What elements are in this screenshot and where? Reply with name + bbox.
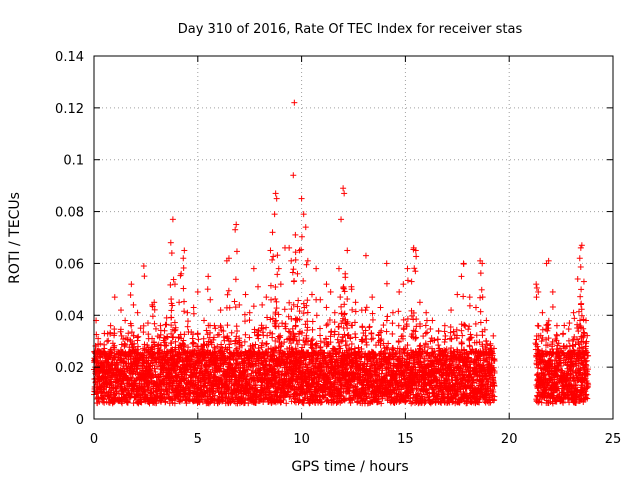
- chart-title: Day 310 of 2016, Rate Of TEC Index for r…: [178, 22, 523, 37]
- data-point-bg: [105, 337, 112, 344]
- data-point-bg: [152, 325, 159, 332]
- data-point-bg: [161, 327, 168, 334]
- data-point-bg: [195, 336, 202, 343]
- data-point-bg: [466, 323, 473, 330]
- data-point-bg: [212, 325, 219, 332]
- data-point-bg: [94, 357, 101, 364]
- data-point-bg: [228, 329, 235, 336]
- data-point-bg: [420, 333, 427, 340]
- data-point-bg: [465, 326, 472, 333]
- data-point-bg: [380, 322, 387, 329]
- data-point-bg: [283, 400, 290, 407]
- data-point-bg: [490, 332, 497, 339]
- data-point-bg: [162, 342, 169, 349]
- data-point-bg: [98, 382, 105, 389]
- grid-lines: [94, 56, 613, 419]
- data-point-bg: [366, 323, 373, 330]
- data-point-bg: [355, 344, 362, 351]
- data-point-bg: [104, 338, 111, 345]
- data-point-bg: [427, 325, 434, 332]
- data-points: [91, 99, 592, 407]
- data-point-bg: [424, 329, 431, 336]
- data-point-bg: [279, 320, 286, 327]
